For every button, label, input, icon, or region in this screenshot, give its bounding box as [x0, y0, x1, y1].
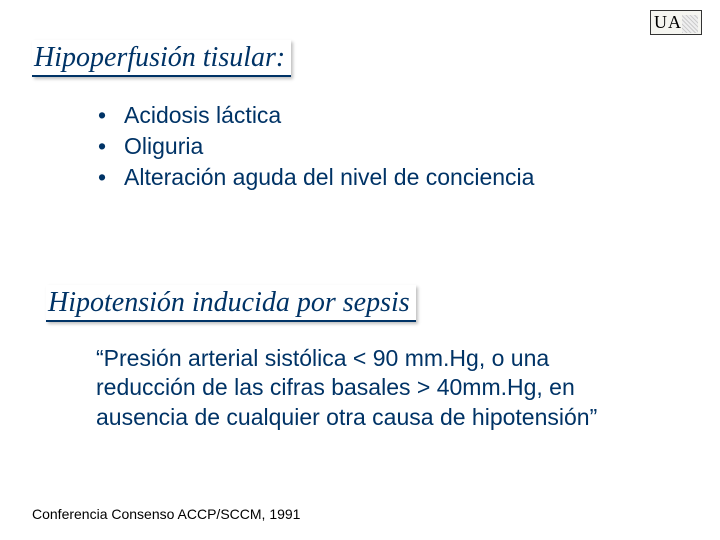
section1-bullets: Acidosis láctica Oliguria Alteración agu…: [98, 100, 534, 193]
section1-heading: Hipoperfusión tisular:: [32, 40, 291, 77]
footer-citation: Conferencia Consenso ACCP/SCCM, 1991: [32, 506, 300, 522]
list-item: Alteración aguda del nivel de conciencia: [98, 162, 534, 193]
logo-icon: [682, 15, 698, 33]
logo-text: UA: [654, 12, 682, 32]
section2-body: “Presión arterial sistólica < 90 mm.Hg, …: [96, 344, 636, 432]
slide: UA Hipoperfusión tisular: Acidosis lácti…: [0, 0, 720, 540]
list-item: Oliguria: [98, 131, 534, 162]
institution-logo: UA: [650, 10, 702, 35]
list-item: Acidosis láctica: [98, 100, 534, 131]
section2-heading: Hipotensión inducida por sepsis: [46, 285, 416, 322]
